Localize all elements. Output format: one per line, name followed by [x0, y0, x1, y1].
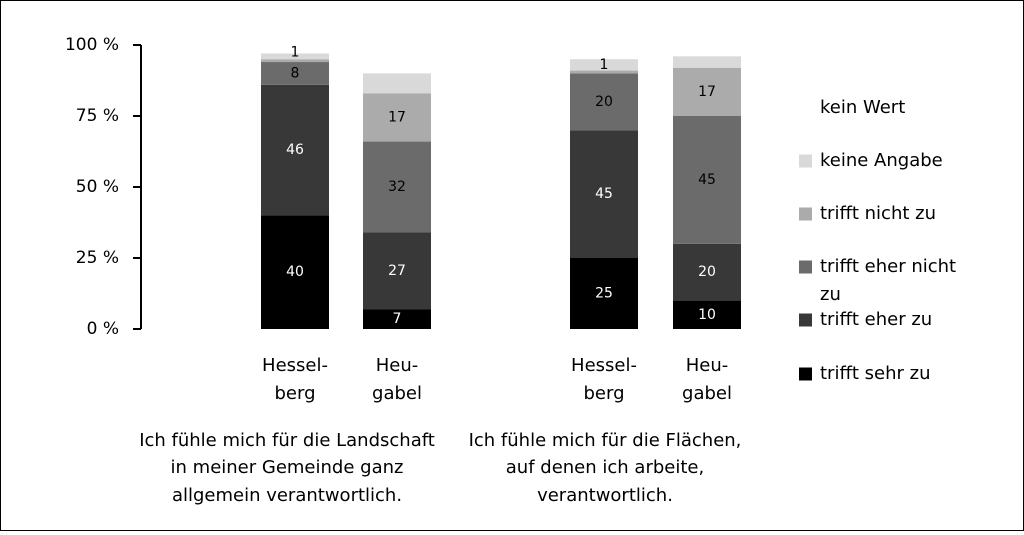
data-label: 1 [600, 57, 609, 73]
y-tick-label: 100 % [65, 35, 119, 55]
y-tick-label: 75 % [76, 106, 119, 126]
category-label: gabel [372, 383, 422, 404]
legend-swatch [799, 367, 812, 381]
bar-segment [261, 62, 329, 85]
bar-segment [261, 215, 329, 329]
category-label: berg [274, 383, 315, 404]
data-label: 20 [595, 94, 613, 110]
bar-segment [673, 67, 741, 116]
bar-segment [363, 309, 431, 329]
legend-label: trifft sehr zu [820, 363, 930, 384]
bar-segment [673, 116, 741, 244]
legend-swatch [799, 154, 812, 168]
legend-swatch [799, 101, 812, 115]
bar-segment [363, 93, 431, 142]
data-label: 10 [698, 307, 716, 323]
data-label: 17 [388, 109, 406, 125]
y-tick-label: 25 % [76, 248, 119, 268]
bar-segment [261, 53, 329, 60]
legend-swatch [799, 260, 812, 274]
category-label: gabel [682, 383, 732, 404]
data-label: 32 [388, 179, 406, 195]
y-tick-label: 50 % [76, 177, 119, 197]
bar-segment [261, 84, 329, 216]
bar-segment [363, 73, 431, 94]
legend-label: trifft eher nicht [820, 256, 956, 277]
data-label: 1 [291, 45, 300, 61]
data-label: 46 [286, 142, 304, 158]
bar-segment [570, 130, 638, 258]
legend-swatch [799, 207, 812, 221]
bar-segment [570, 258, 638, 329]
category-label: Hessel- [262, 355, 328, 376]
bar-segment [570, 59, 638, 71]
group-caption: in meiner Gemeinde ganz [171, 457, 404, 478]
category-label: Heu- [376, 355, 419, 376]
data-label: 45 [698, 172, 716, 188]
category-label: berg [583, 383, 624, 404]
bar-segment [363, 141, 431, 233]
bar-segment [673, 56, 741, 68]
bar-segment [570, 73, 638, 131]
group-caption: auf denen ich arbeite, [506, 457, 704, 478]
data-label: 8 [291, 65, 300, 81]
data-label: 45 [595, 186, 613, 202]
legend-label: keine Angabe [820, 150, 943, 171]
legend-label: trifft nicht zu [820, 203, 936, 224]
category-label: Hessel- [571, 355, 637, 376]
y-tick-label: 0 % [87, 319, 119, 339]
legend-label: kein Wert [820, 97, 905, 118]
bar-segment [363, 232, 431, 310]
legend-label: zu [820, 284, 841, 305]
data-label: 17 [698, 84, 716, 100]
legend-label: trifft eher zu [820, 309, 932, 330]
group-caption: verantwortlich. [537, 485, 673, 506]
group-caption: Ich fühle mich für die Flächen, [469, 430, 742, 451]
bar-segment [570, 70, 638, 74]
bar-segment [673, 300, 741, 329]
data-label: 25 [595, 286, 613, 302]
data-label: 40 [286, 264, 304, 280]
group-caption: allgemein verantwortlich. [172, 485, 402, 506]
data-label: 27 [388, 263, 406, 279]
bar-segment [261, 59, 329, 63]
legend-swatch [799, 313, 812, 327]
bar-segment [673, 243, 741, 301]
data-label: 20 [698, 264, 716, 280]
category-label: Heu- [686, 355, 729, 376]
group-caption: Ich fühle mich für die Landschaft [139, 430, 435, 451]
data-label: 7 [393, 311, 402, 327]
